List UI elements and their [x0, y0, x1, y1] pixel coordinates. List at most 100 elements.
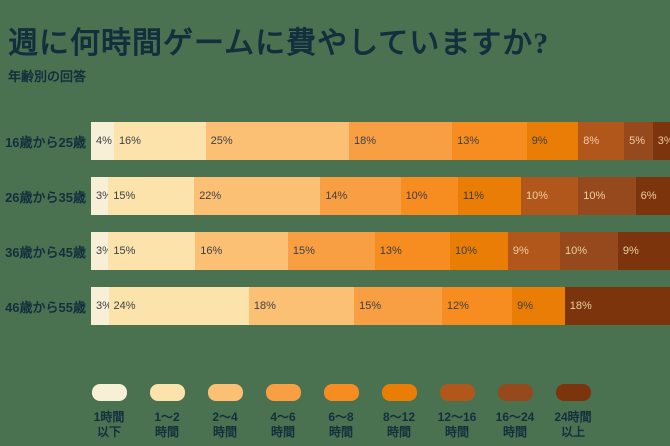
legend-label: 16〜24 時間: [495, 410, 535, 439]
segment-value: 22%: [199, 190, 222, 202]
legend-swatch: [323, 384, 359, 401]
bar-segment: 3%: [91, 232, 112, 270]
bar-segment: 15%: [354, 287, 442, 325]
legend-item: 6〜8 時間: [312, 384, 370, 440]
bar-segment: 15%: [108, 177, 195, 215]
segment-value: 8%: [583, 135, 600, 147]
segment-value: 15%: [292, 245, 315, 257]
legend-label: 1〜2 時間: [154, 410, 180, 439]
segment-value: 16%: [200, 245, 223, 257]
bar-segment: 15%: [108, 232, 196, 270]
legend-swatch: [555, 384, 591, 401]
bar-segment: 13%: [374, 232, 450, 270]
bar-segment: 10%: [520, 177, 579, 215]
segment-value: 15%: [359, 300, 382, 312]
chart-legend: 1時間 以下 1〜2 時間 2〜4 時間 4〜6 時間 6〜8 時間 8〜12 時間 12〜16 時間 16…: [80, 384, 602, 440]
segment-value: 6%: [640, 190, 657, 202]
segment-value: 24%: [113, 300, 136, 312]
bar-segment: 9%: [526, 122, 579, 160]
segment-value: 13%: [379, 245, 402, 257]
stacked-bar: 4% 16% 25% 18% 13% 9% 8% 5% 3%: [91, 122, 670, 160]
segment-value: 3%: [657, 135, 670, 147]
bar-segment: 18%: [248, 287, 355, 325]
stacked-bar: 3% 24% 18% 15% 12% 9% 18%: [91, 287, 670, 325]
legend-item: 2〜4 時間: [196, 384, 254, 440]
bar-segment: 3%: [91, 177, 112, 215]
segment-value: 9%: [517, 300, 533, 312]
row-label: 36歳から45歳: [5, 244, 86, 260]
bar-segment: 18%: [564, 287, 670, 325]
segment-value: 3%: [96, 245, 112, 257]
bar-segment: 16%: [113, 122, 206, 160]
row-label: 26歳から35歳: [5, 189, 86, 205]
segment-value: 18%: [253, 300, 276, 312]
legend-swatch: [207, 384, 243, 401]
segment-value: 12%: [446, 300, 469, 312]
legend-item: 12〜16 時間: [428, 384, 486, 440]
segment-value: 15%: [113, 190, 136, 202]
bar-segment: 16%: [195, 232, 288, 270]
segment-value: 9%: [531, 135, 548, 147]
chart-title: 週に何時間ゲームに費やしていますか?: [8, 27, 550, 60]
stacked-bar-chart: 16歳から25歳 4% 16% 25% 18% 13% 9% 8% 5% 3% 26歳から35歳 3%…: [0, 122, 670, 342]
legend-swatch: [439, 384, 475, 401]
legend-item: 1〜2 時間: [138, 384, 196, 440]
legend-item: 24時間 以上: [544, 384, 602, 440]
segment-value: 10%: [583, 190, 606, 202]
legend-label: 12〜16 時間: [437, 410, 477, 439]
legend-item: 4〜6 時間: [254, 384, 312, 440]
legend-swatch: [265, 384, 301, 401]
legend-swatch: [149, 384, 185, 401]
segment-value: 9%: [512, 245, 529, 257]
bar-segment: 10%: [400, 177, 458, 215]
segment-value: 10%: [564, 245, 588, 257]
bar-segment: 10%: [559, 232, 618, 270]
bar-segment: 4%: [91, 122, 114, 160]
legend-label: 2〜4 時間: [212, 410, 238, 439]
bar-segment: 10%: [578, 177, 636, 215]
segment-value: 10%: [454, 245, 477, 257]
bar-segment: 13%: [452, 122, 527, 160]
segment-value: 16%: [118, 135, 141, 147]
segment-value: 14%: [325, 190, 348, 202]
chart-subtitle: 年齢別の回答: [8, 69, 87, 84]
segment-value: 5%: [629, 135, 646, 147]
legend-label: 24時間 以上: [554, 410, 592, 439]
bar-segment: 6%: [635, 177, 670, 215]
bar-segment: 24%: [108, 287, 249, 325]
legend-item: 16〜24 時間: [486, 384, 544, 440]
segment-value: 15%: [113, 245, 136, 257]
segment-value: 13%: [457, 135, 480, 147]
bar-segment: 14%: [320, 177, 401, 215]
segment-value: 10%: [525, 190, 548, 202]
stacked-bar: 3% 15% 22% 14% 10% 11% 10% 10% 6%: [91, 177, 670, 215]
bar-segment: 11%: [457, 177, 521, 215]
bar-segment: 25%: [205, 122, 349, 160]
bar-segment: 10%: [449, 232, 508, 270]
chart-row: 46歳から55歳 3% 24% 18% 15% 12% 9% 18%: [0, 287, 670, 325]
legend-swatch: [91, 384, 127, 401]
segment-value: 10%: [405, 190, 428, 202]
bar-segment: 15%: [287, 232, 375, 270]
segment-value: 25%: [210, 135, 233, 147]
stacked-bar: 3% 15% 16% 15% 13% 10% 9% 10% 9%: [91, 232, 670, 270]
legend-label: 1時間 以下: [93, 410, 125, 439]
legend-item: 1時間 以下: [80, 384, 138, 440]
legend-label: 6〜8 時間: [328, 410, 354, 439]
legend-item: 8〜12 時間: [370, 384, 428, 440]
segment-value: 11%: [462, 190, 485, 202]
legend-label: 4〜6 時間: [270, 410, 296, 439]
bar-segment: 3%: [652, 122, 670, 160]
bar-segment: 3%: [91, 287, 112, 325]
bar-segment: 12%: [441, 287, 513, 325]
segment-value: 9%: [622, 245, 639, 257]
bar-segment: 9%: [507, 232, 560, 270]
chart-row: 36歳から45歳 3% 15% 16% 15% 13% 10% 9% 10% 9%: [0, 232, 670, 270]
row-label: 16歳から25歳: [5, 134, 86, 150]
chart-row: 26歳から35歳 3% 15% 22% 14% 10% 11% 10% 10% 6%: [0, 177, 670, 215]
bar-segment: 9%: [617, 232, 670, 270]
segment-value: 4%: [96, 135, 112, 147]
bar-segment: 8%: [578, 122, 625, 160]
segment-value: 3%: [96, 300, 112, 312]
